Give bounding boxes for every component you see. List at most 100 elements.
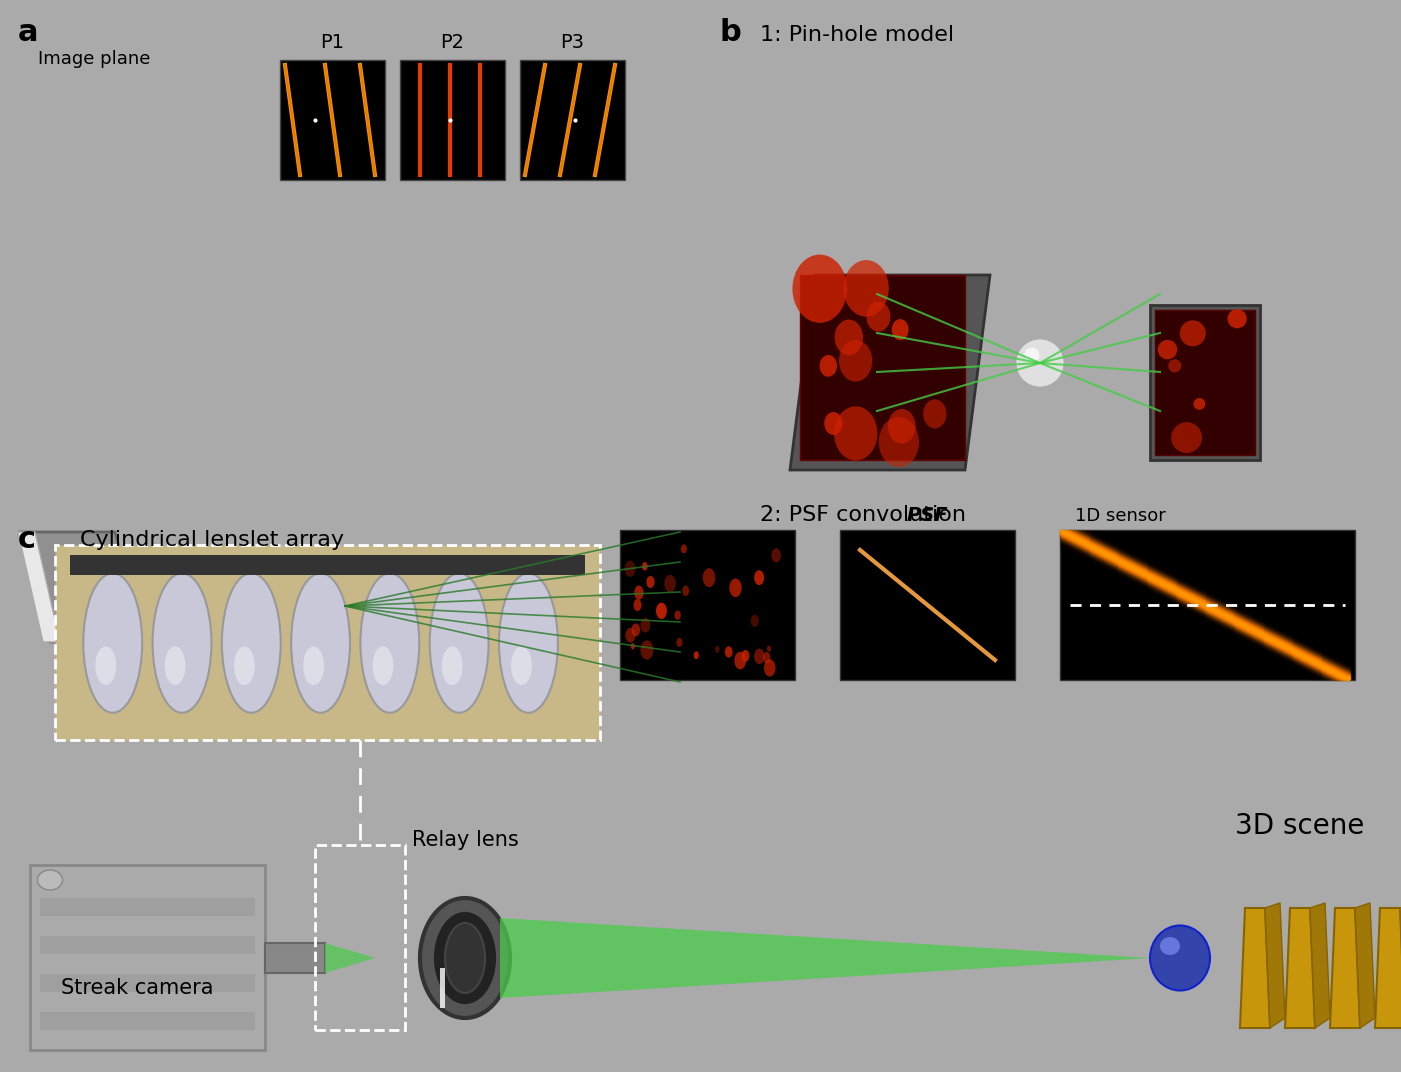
Ellipse shape [866, 301, 891, 331]
Ellipse shape [291, 574, 350, 713]
Ellipse shape [923, 400, 947, 429]
Bar [29, 865, 265, 1049]
Ellipse shape [221, 574, 280, 713]
Ellipse shape [656, 602, 667, 619]
Ellipse shape [1014, 338, 1065, 388]
Ellipse shape [834, 406, 877, 461]
Text: Streak camera: Streak camera [60, 978, 213, 998]
Text: a: a [18, 18, 38, 47]
Ellipse shape [441, 646, 462, 685]
Ellipse shape [1171, 422, 1202, 453]
Ellipse shape [1160, 937, 1180, 955]
Polygon shape [345, 562, 679, 607]
Bar [70, 555, 586, 575]
Ellipse shape [715, 645, 720, 653]
Bar [401, 60, 504, 180]
Ellipse shape [878, 417, 919, 467]
Polygon shape [115, 562, 310, 622]
Ellipse shape [1180, 321, 1206, 346]
Polygon shape [790, 276, 991, 470]
Polygon shape [20, 532, 144, 642]
Ellipse shape [677, 638, 682, 647]
Bar [1154, 310, 1255, 455]
Ellipse shape [640, 617, 650, 632]
Ellipse shape [764, 652, 771, 664]
Bar [800, 276, 965, 460]
Polygon shape [345, 604, 679, 682]
Polygon shape [345, 604, 679, 652]
Text: PSF: PSF [906, 506, 948, 525]
Ellipse shape [703, 568, 716, 587]
Text: c: c [18, 525, 36, 554]
Polygon shape [1374, 908, 1401, 1028]
Ellipse shape [892, 319, 909, 340]
Text: P1: P1 [321, 33, 345, 53]
Bar [1150, 306, 1259, 460]
Text: P3: P3 [560, 33, 584, 53]
Ellipse shape [664, 575, 675, 593]
Ellipse shape [682, 585, 689, 596]
Text: 3D scene: 3D scene [1236, 812, 1365, 840]
Text: P2: P2 [440, 33, 465, 53]
Ellipse shape [724, 646, 733, 657]
Ellipse shape [751, 615, 759, 627]
Polygon shape [1265, 903, 1285, 1028]
Polygon shape [1330, 908, 1360, 1028]
Bar [315, 845, 405, 1030]
Bar [265, 943, 325, 973]
Polygon shape [345, 604, 679, 622]
Ellipse shape [153, 574, 212, 713]
Ellipse shape [843, 260, 888, 316]
Bar [41, 974, 255, 992]
Ellipse shape [754, 570, 764, 585]
Ellipse shape [446, 923, 485, 993]
Polygon shape [500, 918, 1150, 998]
Bar [841, 530, 1014, 680]
Polygon shape [18, 532, 60, 642]
Ellipse shape [633, 599, 642, 611]
Ellipse shape [741, 650, 750, 661]
Polygon shape [345, 532, 679, 607]
Ellipse shape [420, 898, 510, 1018]
Ellipse shape [1227, 309, 1247, 328]
Bar [41, 936, 255, 954]
Bar [440, 968, 446, 1008]
Ellipse shape [640, 640, 653, 659]
Ellipse shape [630, 643, 635, 650]
Ellipse shape [303, 646, 324, 685]
Ellipse shape [1157, 340, 1177, 359]
Ellipse shape [681, 545, 686, 553]
Ellipse shape [839, 340, 873, 382]
Ellipse shape [824, 412, 842, 435]
Ellipse shape [430, 574, 489, 713]
Polygon shape [345, 592, 679, 607]
Text: 1: Pin-hole model: 1: Pin-hole model [759, 25, 954, 45]
Ellipse shape [1194, 398, 1205, 410]
Ellipse shape [646, 576, 654, 589]
Text: Relay lens: Relay lens [412, 830, 518, 850]
Text: 1D sensor: 1D sensor [1075, 507, 1166, 525]
Polygon shape [1310, 903, 1330, 1028]
Ellipse shape [165, 646, 185, 685]
Ellipse shape [83, 574, 142, 713]
Polygon shape [60, 547, 99, 632]
Ellipse shape [888, 410, 916, 444]
Polygon shape [1285, 908, 1316, 1028]
Text: b: b [720, 18, 741, 47]
Polygon shape [310, 592, 359, 657]
Ellipse shape [772, 548, 780, 563]
Ellipse shape [766, 645, 771, 652]
Bar [280, 60, 385, 180]
Ellipse shape [625, 628, 636, 643]
Ellipse shape [635, 585, 643, 599]
Ellipse shape [373, 646, 394, 685]
Ellipse shape [820, 355, 836, 376]
Ellipse shape [793, 254, 848, 323]
Polygon shape [115, 572, 310, 622]
Ellipse shape [360, 574, 419, 713]
Ellipse shape [1168, 359, 1181, 372]
Polygon shape [325, 943, 375, 973]
Bar [621, 530, 794, 680]
Polygon shape [1355, 903, 1374, 1028]
Text: Image plane: Image plane [38, 50, 150, 68]
